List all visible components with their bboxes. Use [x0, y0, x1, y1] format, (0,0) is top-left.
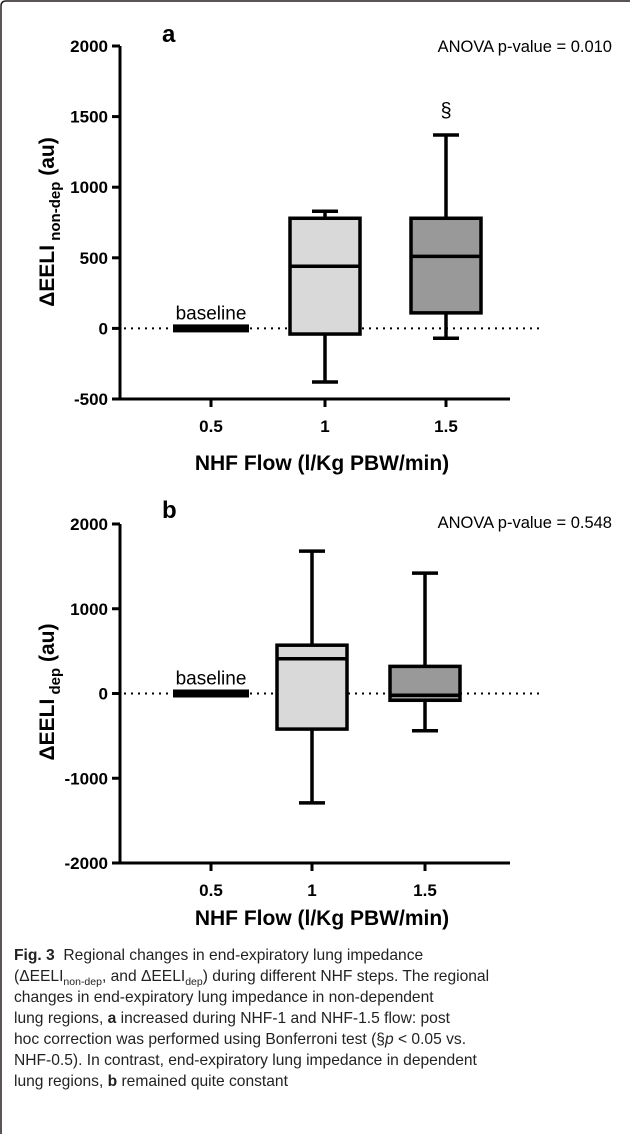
x-tick-label: 1.5: [434, 417, 458, 436]
baseline-bar: [173, 689, 249, 698]
figure-caption: Fig. 3 Regional changes in end-expirator…: [14, 945, 614, 1092]
x-tick-label: 0.5: [199, 417, 223, 436]
panel-b-xlabel: NHF Flow (l/Kg PBW/min): [195, 907, 449, 930]
y-tick-label: 2000: [70, 515, 108, 534]
caption-line-7: lung regions, b remained quite constant: [14, 1073, 288, 1090]
caption-line-5: hoc correction was performed using Bonfe…: [14, 1031, 467, 1048]
caption-text-1: Regional changes in end-expiratory lung …: [63, 947, 424, 964]
caption-line-6: NHF-0.5). In contrast, end-expiratory lu…: [14, 1052, 477, 1069]
panel-b-ylabel: ΔEELI dep (au): [36, 624, 64, 761]
y-tick-label: 1000: [70, 600, 108, 619]
panel-a-ylabel: ΔEELI non-dep (au): [36, 137, 64, 306]
y-tick-label: -500: [74, 390, 108, 409]
significance-marker: §: [440, 100, 451, 122]
caption-label: Fig. 3: [14, 947, 55, 964]
panel-a-plot: -500 0 500 1000 1500 2000 0.5 1 1.5 baseline §: [70, 37, 542, 436]
x-tick-label: 1.5: [413, 881, 437, 900]
x-tick-label: 0.5: [199, 881, 223, 900]
y-tick-label: 1500: [70, 108, 108, 127]
box-iqr: [288, 216, 362, 336]
panel-a-anova: ANOVA p-value = 0.010: [438, 38, 612, 56]
y-tick-label: 0: [99, 685, 108, 704]
panel-a-letter: a: [162, 21, 176, 48]
y-tick-label: -1000: [65, 769, 108, 788]
box-iqr: [409, 216, 483, 315]
y-tick-label: 1000: [70, 178, 108, 197]
panel-a: -500 0 500 1000 1500 2000 0.5 1 1.5 baseline § a A…: [36, 21, 612, 475]
baseline-bar: [173, 324, 249, 333]
x-tick-label: 1: [307, 881, 316, 900]
panel-b-anova: ANOVA p-value = 0.548: [438, 514, 612, 532]
x-tick-label: 1: [320, 417, 329, 436]
caption-line-1: Fig. 3 Regional changes in end-expirator…: [14, 945, 614, 966]
panel-a-xlabel: NHF Flow (l/Kg PBW/min): [195, 452, 449, 475]
y-tick-label: 0: [99, 319, 108, 338]
y-tick-label: 2000: [70, 37, 108, 56]
y-tick-label: -2000: [65, 854, 108, 873]
panel-b: -2000 -1000 0 1000 2000 0.5 1 1.5 baseline b ANO…: [36, 497, 612, 930]
caption-line-2: (ΔEELInon-dep, and ΔEELIdep) during diff…: [14, 968, 490, 989]
baseline-label: baseline: [176, 303, 247, 324]
panel-b-plot: -2000 -1000 0 1000 2000 0.5 1 1.5 baseline: [65, 515, 542, 900]
caption-line-4: lung regions, a increased during NHF-1 a…: [14, 1010, 450, 1027]
y-tick-label: 500: [80, 249, 108, 268]
baseline-label: baseline: [176, 669, 247, 690]
panel-b-letter: b: [162, 497, 177, 524]
caption-line-3: changes in end-expiratory lung impedance…: [14, 989, 434, 1006]
